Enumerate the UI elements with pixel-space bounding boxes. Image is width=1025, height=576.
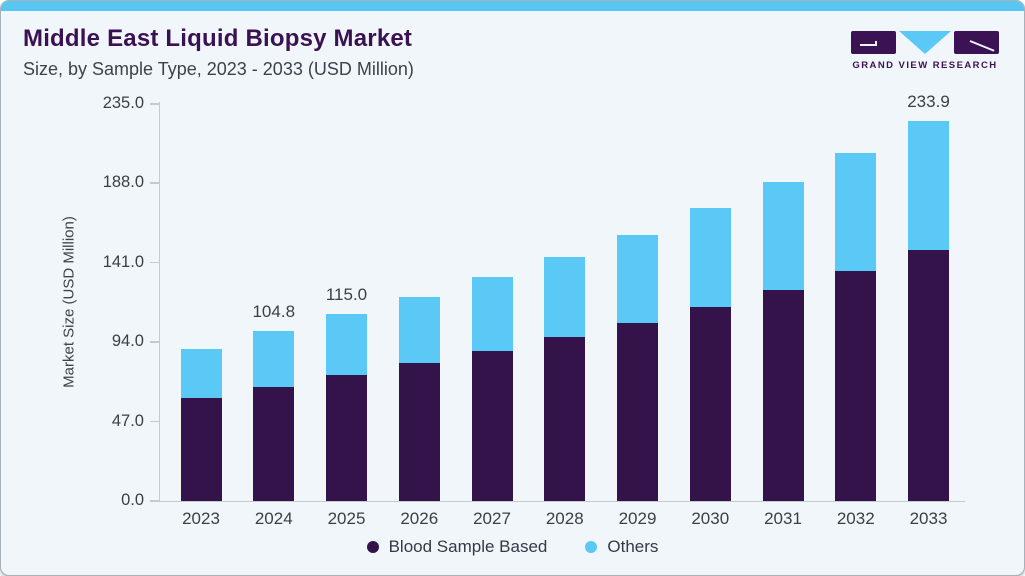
bar-segment-others-2029 (617, 234, 658, 323)
y-tick-label: 47.0 (111, 411, 144, 430)
legend-item-blood-sample-based: Blood Sample Based (366, 537, 548, 557)
y-tick-mark (150, 500, 159, 502)
bar-segment-others-2031 (762, 181, 804, 291)
y-axis-title: Market Size (USD Million) (60, 216, 78, 388)
y-tick-mark (150, 341, 159, 343)
x-tick-label-2030: 2030 (691, 509, 730, 528)
y-tick-mark (150, 261, 159, 264)
bar-segment-blood-2029 (617, 322, 658, 501)
chart-legend: Blood Sample Based Others (1, 537, 1024, 557)
bar-segment-blood-2031 (762, 290, 804, 501)
legend-item-others: Others (585, 537, 658, 557)
bar-segment-others-2030 (689, 208, 731, 308)
plot-area: 0.0 47.0 94.0 141.0 188.0 235.0 2023 2024 104.8 2… (103, 92, 965, 528)
bar-segment-blood-2030 (689, 307, 731, 501)
grand-view-research-logo: GRAND VIEW RESEARCH (851, 31, 999, 71)
x-tick-label-2028: 2028 (545, 509, 584, 528)
y-tick-label: 188.0 (102, 173, 144, 192)
x-tick-label-2023: 2023 (182, 509, 220, 528)
x-tick-label-2026: 2026 (400, 509, 439, 528)
logo-g-block-icon (851, 31, 896, 54)
x-tick-label-2031: 2031 (764, 509, 802, 528)
bar-segment-blood-2023 (180, 397, 222, 501)
logo-v-triangle-icon (899, 31, 951, 54)
logo-r-block-icon (954, 31, 999, 54)
y-tick-mark (150, 103, 159, 105)
legend-label: Others (607, 537, 659, 556)
bar-segment-others-2023 (180, 349, 222, 398)
bar-segment-blood-2026 (398, 362, 440, 501)
bar-segment-blood-2027 (471, 350, 513, 501)
y-tick-mark (150, 420, 159, 423)
bar-segment-others-2026 (398, 296, 440, 363)
bar-segment-blood-2025 (326, 374, 367, 501)
bar-segment-others-2024 (253, 330, 295, 387)
legend-dot-blood-sample-based (366, 541, 379, 553)
bar-total-label-2033: 233.9 (907, 92, 950, 112)
bar-segment-others-2027 (471, 276, 513, 351)
bar-total-label-2024: 104.8 (252, 301, 296, 321)
y-tick-label: 94.0 (111, 332, 144, 351)
bar-segment-blood-2032 (835, 271, 877, 501)
x-tick-label-2032: 2032 (836, 509, 875, 528)
logo-marks (851, 31, 999, 55)
bar-segment-others-2028 (544, 256, 586, 338)
bar-segment-blood-2028 (544, 337, 586, 501)
legend-dot-others (585, 541, 598, 553)
y-tick-mark (150, 182, 159, 184)
y-tick-label: 235.0 (102, 94, 144, 112)
x-tick-label-2027: 2027 (473, 509, 511, 528)
bar-segment-others-2032 (835, 153, 877, 272)
bar-segment-blood-2024 (253, 386, 295, 501)
x-tick-label-2024: 2024 (254, 509, 293, 528)
page-title: Middle East Liquid Biopsy Market (23, 25, 413, 52)
logo-wordmark: GRAND VIEW RESEARCH (852, 60, 998, 71)
x-tick-label-2029: 2029 (618, 509, 657, 528)
x-tick-label-2033: 2033 (909, 509, 948, 528)
top-accent-bar (1, 1, 1024, 11)
x-tick-label-2025: 2025 (327, 509, 366, 528)
chart-header: Middle East Liquid Biopsy Market Size, b… (23, 25, 414, 80)
page-subtitle: Size, by Sample Type, 2023 - 2033 (USD M… (23, 59, 414, 79)
y-tick-label: 141.0 (102, 252, 144, 271)
bar-total-label-2025: 115.0 (325, 285, 368, 305)
bar-segment-blood-2033 (908, 250, 949, 501)
legend-label: Blood Sample Based (388, 537, 548, 556)
bar-segment-others-2033 (908, 121, 949, 251)
y-tick-label: 0.0 (121, 491, 144, 509)
bar-segment-others-2025 (326, 314, 367, 375)
